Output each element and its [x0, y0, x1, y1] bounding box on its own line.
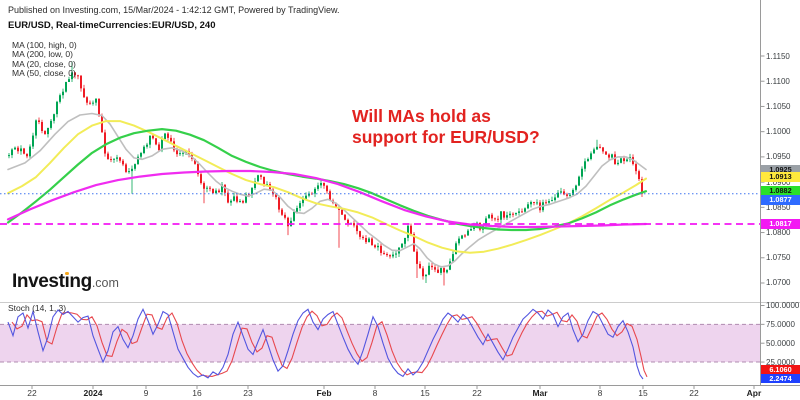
stoch-axis-label: 25.0000: [766, 357, 795, 367]
stoch-band: [0, 324, 760, 363]
time-axis-label: 9: [143, 388, 149, 398]
annotation-line: support for EUR/USD?: [352, 127, 540, 147]
price-axis-label: 1.1150: [766, 51, 790, 61]
time-axis-label: 22: [689, 388, 699, 398]
time-axis-label: 15: [420, 388, 430, 398]
price-badge: 1.0877: [761, 195, 800, 205]
time-axis-label: Mar: [532, 388, 548, 398]
ma-legend-item: MA (20, close, 0): [12, 58, 76, 69]
price-axis-label: 1.0700: [766, 278, 791, 288]
ma-50-line: [7, 120, 647, 254]
time-axis-label: 2024: [83, 388, 103, 398]
price-axis-label: 1.0850: [766, 202, 791, 212]
time-axis-label: 8: [597, 388, 603, 398]
stoch-axis-label: 75.0000: [766, 319, 795, 329]
stoch-axis-label: 100.0000: [766, 301, 800, 310]
logo-suffix: .com: [91, 276, 119, 290]
time-axis-label: Feb: [316, 388, 332, 398]
price-axis-label: 1.1000: [766, 127, 791, 137]
price-axis-label: 1.0800: [766, 228, 791, 238]
price-axis-label: 1.0900: [766, 177, 791, 187]
time-axis-label: 16: [192, 388, 202, 398]
annotation-line: Will MAs hold as: [352, 106, 491, 126]
time-axis-label: Apr: [746, 388, 762, 398]
analyst-annotation: Will MAs hold as support for EUR/USD?: [352, 106, 540, 148]
time-axis-label: 22: [472, 388, 482, 398]
investing-com-logo: Invest ıng.com: [12, 271, 119, 292]
ma-100-line: [6, 128, 648, 232]
stoch-axis-label: 50.0000: [766, 338, 795, 348]
price-axis-label: 1.0950: [766, 152, 791, 162]
candlestick-series: [8, 61, 643, 286]
logo-orange-dot-icon: [65, 272, 69, 276]
stoch-badge: 6.1060: [761, 364, 800, 375]
time-axis-label: 23: [243, 388, 253, 398]
time-axis-label: 22: [27, 388, 37, 398]
price-axis-label: 1.1050: [766, 101, 791, 111]
stoch-k-line: [7, 308, 644, 380]
price-badge: 1.0817: [761, 219, 800, 229]
ma-legend-item: MA (50, close, 0): [12, 67, 76, 78]
ma-legend-item: MA (100, high, 0): [12, 40, 77, 50]
stoch-indicator-label: Stoch (14, 1, 3): [8, 303, 67, 313]
ma-20-line: [7, 112, 647, 268]
stoch-badge: 2.2474: [761, 373, 800, 384]
ma-legend: MA (100, high, 0) MA (200, low, 0) MA (2…: [12, 40, 77, 78]
time-axis-label: 15: [638, 388, 648, 398]
price-axis-label: 1.1100: [766, 76, 790, 86]
price-axis-label: 1.0750: [766, 253, 791, 263]
published-info-text: Published on Investing.com, 15/Mar/2024 …: [8, 5, 340, 15]
price-badge: 1.0882: [761, 185, 800, 196]
symbol-title: EUR/USD, Real-timeCurrencies:EUR/USD, 24…: [8, 20, 216, 31]
ma-legend-item: MA (200, low, 0): [12, 49, 73, 60]
ma-200-line: [6, 169, 648, 229]
logo-dotted-i: ı: [64, 271, 70, 292]
price-badge: 1.0913: [761, 172, 800, 182]
logo-text: Invest: [12, 271, 65, 292]
time-axis-label: 8: [372, 388, 378, 398]
price-badge: 1.0925: [761, 164, 800, 175]
